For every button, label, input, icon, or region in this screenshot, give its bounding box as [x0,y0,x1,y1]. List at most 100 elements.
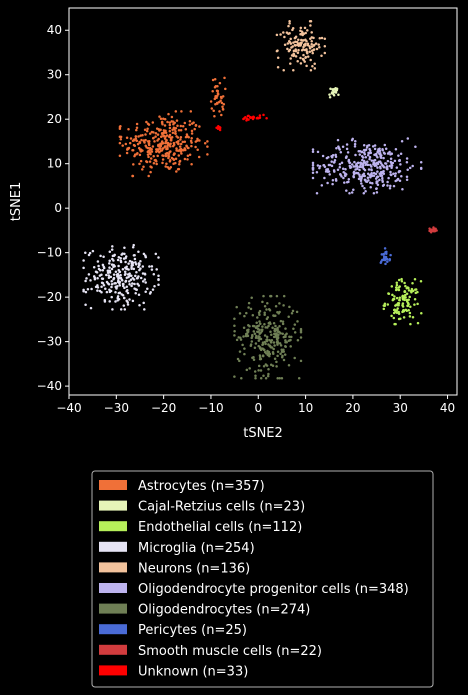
data-point [221,107,225,111]
data-point [84,290,88,294]
data-point [125,290,128,293]
data-point [299,359,303,363]
data-point [216,89,220,93]
data-point [91,249,95,253]
data-point [398,170,402,173]
data-point [119,273,122,277]
data-point [363,152,367,156]
data-point [368,155,372,159]
data-point [280,348,283,352]
data-point [311,161,315,165]
data-point [263,340,267,344]
legend-label: Astrocytes (n=357) [138,479,265,494]
data-point [123,246,126,249]
data-point [323,165,327,169]
data-point [372,171,376,175]
data-point [275,360,278,364]
data-point [366,163,370,167]
data-point [331,182,334,186]
data-point [111,257,114,261]
data-point [378,149,382,153]
data-point [389,253,392,257]
data-point [96,289,99,292]
data-point [289,57,292,60]
data-point [125,299,128,302]
data-point [341,145,345,148]
data-point [276,49,279,52]
data-point [375,181,378,185]
data-point [173,152,176,156]
legend-swatch [99,624,127,635]
data-point [285,31,289,34]
data-point [397,154,400,157]
data-point [119,308,123,311]
data-point [246,328,249,332]
data-point [161,158,165,161]
data-point [125,151,129,155]
data-point [316,164,320,167]
data-point [168,135,171,139]
data-point [257,339,261,343]
data-point [254,336,258,339]
data-point [238,350,242,353]
data-point [179,147,183,151]
data-point [333,170,336,173]
data-point [167,112,170,116]
data-point [272,314,276,318]
data-point [398,298,401,302]
data-point [148,160,152,163]
data-point [263,350,267,354]
legend-label: Cajal-Retzius cells (n=23) [138,500,305,515]
data-point [375,154,378,157]
data-point [151,288,155,291]
series-3 [82,243,160,311]
data-point [161,147,164,150]
data-point [214,85,218,88]
data-point [305,39,308,43]
data-point [372,174,376,178]
data-point [261,328,264,332]
data-point [387,176,390,180]
data-point [278,330,281,334]
data-point [170,136,174,139]
data-point [327,163,331,167]
data-point [276,377,279,380]
data-point [156,154,159,158]
data-point [407,308,410,312]
data-point [263,311,266,314]
data-point [100,277,104,280]
data-point [391,298,395,301]
data-point [404,284,407,288]
data-point [123,286,126,290]
data-point [389,173,392,176]
data-point [154,135,157,138]
data-point [406,168,409,171]
plot-area [82,20,438,380]
data-point [281,332,284,336]
x-axis: −40 −30 −20 −10 0 10 20 30 40 [56,395,455,415]
data-point [349,166,352,170]
data-point [257,369,260,372]
data-point [237,336,240,339]
data-point [385,166,389,169]
data-point [170,120,173,123]
data-point [267,324,270,328]
data-point [288,338,292,342]
data-point [159,149,162,153]
data-point [343,172,347,175]
data-point [183,121,187,125]
data-point [352,170,356,174]
data-point [142,252,146,256]
data-point [157,145,160,148]
y-tick-label: 10 [47,157,62,171]
data-point [108,271,112,274]
data-point [420,311,423,315]
data-point [269,363,273,367]
data-point [188,123,192,127]
data-point [198,125,201,128]
data-point [106,269,110,272]
data-point [152,273,156,276]
data-point [117,256,121,259]
data-point [118,270,121,274]
